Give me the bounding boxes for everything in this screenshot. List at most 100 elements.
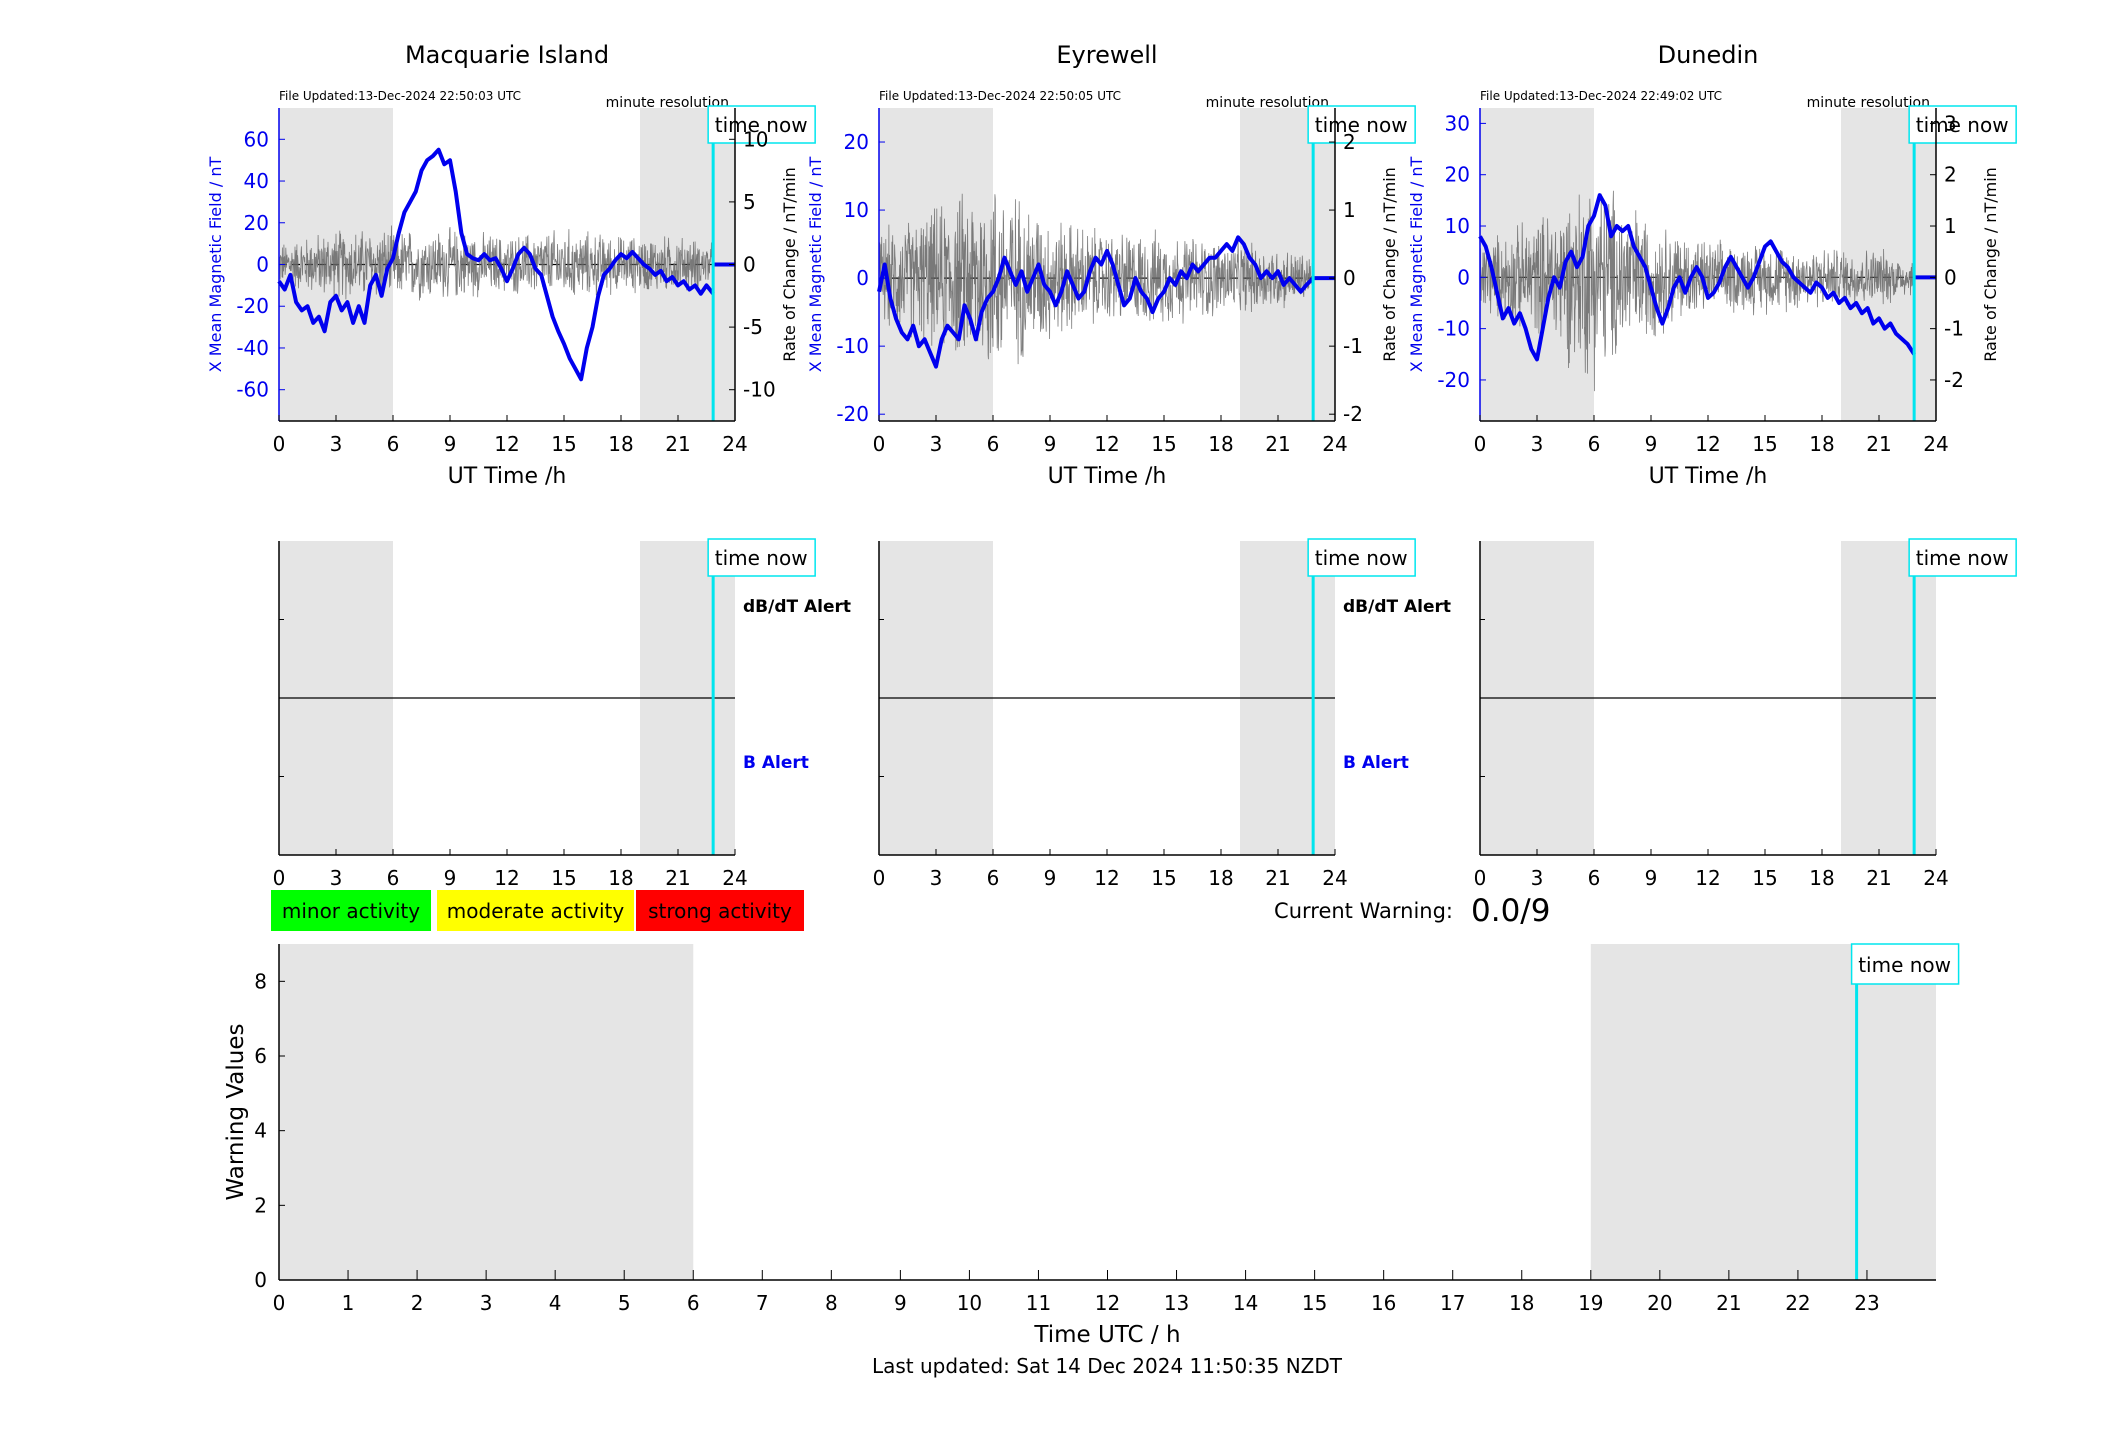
y-tick-label: 10: [1445, 214, 1470, 238]
x-tick-label: 15: [551, 866, 576, 890]
dbdt-alert-label: dB/dT Alert: [743, 597, 851, 617]
b-axis-label: X Mean Magnetic Field / nT: [206, 157, 225, 373]
x-axis-label: UT Time /h: [1048, 464, 1167, 489]
file-updated: File Updated:13-Dec-2024 22:50:03 UTC: [279, 89, 521, 103]
x-tick-label: 0: [273, 866, 286, 890]
b-series: [277, 147, 715, 382]
x-tick-label: 18: [608, 432, 633, 456]
legend-strong-label: strong activity: [648, 899, 792, 923]
x-tick-label: 9: [444, 866, 457, 890]
time-now-box: [1908, 538, 2017, 577]
dbdt-alert-label: dB/dT Alert: [1343, 597, 1451, 617]
warning-x-tick-label: 23: [1854, 1291, 1879, 1315]
r-tick-label: -1: [1944, 317, 1964, 341]
warning-x-tick-label: 2: [411, 1291, 424, 1315]
time-now-box: [1307, 538, 1416, 577]
warning-x-tick-label: 10: [957, 1291, 982, 1315]
warning-x-tick-label: 3: [480, 1291, 493, 1315]
legend-minor-swatch: [271, 890, 431, 931]
y-tick-label: 0: [1457, 265, 1470, 289]
time-now-box: [707, 105, 816, 144]
r-tick-label: 2: [1343, 130, 1356, 154]
time-now-label: time now: [1315, 113, 1408, 137]
warning-x-tick-label: 18: [1509, 1291, 1534, 1315]
warning-x-tick-label: 17: [1440, 1291, 1465, 1315]
warning-x-tick-label: 15: [1302, 1291, 1327, 1315]
r-tick-label: 5: [743, 190, 756, 214]
warning-x-axis-label: Time UTC / h: [1033, 1322, 1180, 1348]
legend-moderate-label: moderate activity: [447, 899, 625, 923]
x-tick-label: 21: [1866, 866, 1891, 890]
r-tick-label: 0: [1343, 266, 1356, 290]
legend-minor-label: minor activity: [282, 899, 420, 923]
station-title: Dunedin: [1658, 41, 1759, 69]
rate-axis-label: Rate of Change / nT/min: [1981, 167, 2000, 362]
x-tick-label: 9: [1645, 866, 1658, 890]
r-tick-label: 2: [1944, 163, 1957, 187]
x-tick-label: 6: [387, 866, 400, 890]
y-tick-label: 0: [256, 253, 269, 277]
warning-y-tick-label: 8: [254, 969, 267, 993]
y-tick-label: -60: [236, 378, 269, 402]
r-tick-label: 1: [1343, 198, 1356, 222]
legend-strong-swatch: [636, 890, 804, 931]
b-alert-label: B Alert: [743, 753, 809, 773]
x-tick-label: 24: [722, 866, 747, 890]
rate-axis-label: Rate of Change / nT/min: [780, 167, 799, 362]
y-tick-label: 10: [844, 198, 869, 222]
b-series: [877, 235, 1315, 369]
y-tick-label: 20: [244, 211, 269, 235]
x-tick-label: 3: [930, 432, 943, 456]
station-panel-1: Eyrewell File Updated:13-Dec-2024 22:50:0…: [806, 41, 1416, 489]
station-title: Macquarie Island: [405, 41, 609, 69]
time-now-label: time now: [1858, 953, 1951, 977]
station-panel-0: Macquarie Island File Updated:13-Dec-2024…: [206, 41, 816, 489]
x-tick-label: 18: [1208, 432, 1233, 456]
minute-resolution-label: minute resolution: [1807, 95, 1930, 111]
alert-panel-2: time now 0 3 6 9 12 15 18 21 24: [1474, 538, 2017, 890]
x-tick-label: 24: [722, 432, 747, 456]
b-series: [1478, 193, 1916, 362]
b-alert-label: B Alert: [1343, 753, 1409, 773]
y-tick-label: 20: [1445, 163, 1470, 187]
r-tick-label: 3: [1944, 111, 1957, 135]
r-tick-label: 10: [743, 127, 768, 151]
warning-x-tick-label: 12: [1095, 1291, 1120, 1315]
r-tick-label: -10: [743, 378, 776, 402]
x-tick-label: 12: [1695, 432, 1720, 456]
y-tick-label: 60: [244, 127, 269, 151]
current-warning-label: Current Warning:: [1274, 899, 1453, 923]
warning-x-tick-label: 20: [1647, 1291, 1672, 1315]
x-tick-label: 0: [873, 432, 886, 456]
r-tick-label: 0: [743, 253, 756, 277]
y-tick-label: -20: [836, 402, 869, 426]
x-tick-label: 6: [1588, 432, 1601, 456]
x-tick-label: 15: [1151, 866, 1176, 890]
x-tick-label: 0: [1474, 866, 1487, 890]
alert-panel-0: time now 0 3 6 9 12 15 18 21 24 dB/dT Alert B Alert: [273, 538, 851, 890]
time-now-label: time now: [1315, 546, 1408, 570]
db-dt-series: [878, 193, 1314, 365]
r-tick-label: 1: [1944, 214, 1957, 238]
y-tick-label: 0: [856, 266, 869, 290]
b-axis-label: X Mean Magnetic Field / nT: [806, 157, 825, 373]
x-tick-label: 18: [1208, 866, 1233, 890]
legend-moderate-swatch: [437, 890, 634, 931]
x-tick-label: 0: [273, 432, 286, 456]
x-tick-label: 15: [1752, 866, 1777, 890]
r-tick-label: 0: [1944, 265, 1957, 289]
warning-x-tick-label: 9: [894, 1291, 907, 1315]
time-now-label: time now: [1916, 546, 2009, 570]
current-warning-value: 0.0/9: [1471, 893, 1550, 929]
x-tick-label: 9: [1645, 432, 1658, 456]
x-tick-label: 24: [1923, 432, 1948, 456]
x-tick-label: 12: [1094, 866, 1119, 890]
y-tick-label: -40: [236, 336, 269, 360]
x-tick-label: 21: [665, 432, 690, 456]
y-tick-label: -20: [1437, 368, 1470, 392]
y-tick-label: -10: [1437, 317, 1470, 341]
warning-y-tick-label: 6: [254, 1044, 267, 1068]
x-tick-label: 6: [1588, 866, 1601, 890]
